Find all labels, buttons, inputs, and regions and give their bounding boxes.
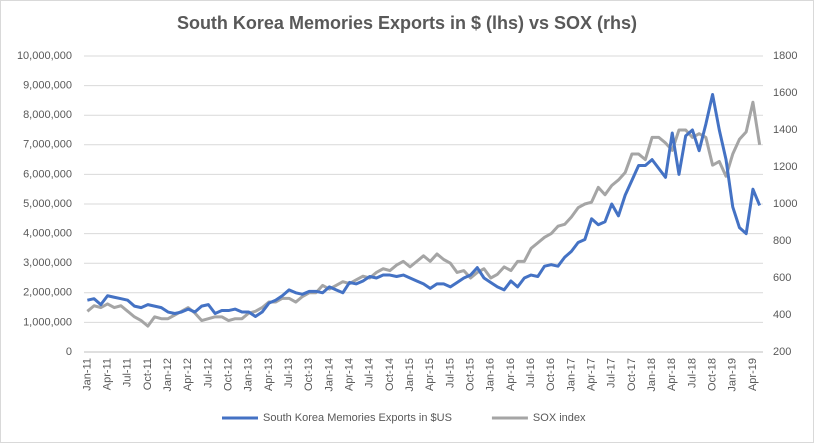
y2-tick-label: 800 (773, 235, 791, 247)
chart-title: South Korea Memories Exports in $ (lhs) … (177, 13, 637, 33)
x-tick-label: Jan-14 (323, 358, 335, 392)
x-tick-label: Jul-11 (122, 358, 134, 387)
x-tick-label: Apr-19 (747, 358, 759, 391)
y2-tick-label: 1600 (773, 87, 797, 99)
x-tick-label: Oct-11 (142, 358, 154, 390)
legend-label: South Korea Memories Exports in $US (263, 412, 452, 424)
x-tick-label: Oct-15 (464, 358, 476, 391)
x-tick-label: Oct-16 (545, 358, 557, 391)
x-tick-label: Oct-18 (706, 358, 718, 391)
x-tick-label: Jul-17 (606, 358, 618, 388)
x-tick-label: Jan-18 (646, 358, 658, 392)
y2-tick-label: 1200 (773, 161, 797, 173)
x-tick-label: Jul-14 (364, 358, 376, 388)
x-tick-label: Oct-12 (222, 358, 234, 391)
y-tick-label: 10,000,000 (17, 50, 72, 62)
y2-tick-label: 1400 (773, 124, 797, 136)
x-tick-label: Jan-12 (162, 358, 174, 392)
y-tick-label: 5,000,000 (23, 198, 72, 210)
x-tick-label: Apr-12 (182, 358, 194, 391)
x-tick-label: Apr-16 (505, 358, 517, 391)
x-tick-label: Apr-15 (424, 358, 436, 391)
legend-label: SOX index (533, 412, 586, 424)
series-line (87, 92, 762, 318)
x-tick-label: Jul-16 (525, 358, 537, 388)
y-tick-label: 0 (66, 346, 72, 358)
y2-tick-label: 400 (773, 309, 791, 321)
y-tick-label: 7,000,000 (23, 139, 72, 151)
y-tick-label: 3,000,000 (23, 257, 72, 269)
x-tick-label: Apr-18 (666, 358, 678, 391)
x-tick-label: Apr-14 (343, 358, 355, 391)
x-tick-label: Jan-19 (727, 358, 739, 392)
x-tick-label: Oct-14 (384, 358, 396, 391)
x-tick-label: Jan-11 (81, 358, 93, 391)
x-tick-label: Jul-13 (283, 358, 295, 388)
x-tick-label: Jan-17 (565, 358, 577, 392)
x-tick-label: Oct-13 (303, 358, 315, 391)
x-tick-label: Jan-13 (243, 358, 255, 392)
y-tick-label: 6,000,000 (23, 168, 72, 180)
y-tick-label: 4,000,000 (23, 228, 72, 240)
x-tick-label: Jul-12 (202, 358, 214, 388)
series-line (86, 100, 762, 328)
x-tick-label: Apr-13 (263, 358, 275, 391)
x-tick-label: Jan-16 (485, 358, 497, 392)
y2-tick-label: 200 (773, 346, 791, 358)
x-tick-label: Apr-17 (585, 358, 597, 391)
x-tick-label: Jul-15 (444, 358, 456, 388)
y-tick-label: 2,000,000 (23, 287, 72, 299)
y-tick-label: 8,000,000 (23, 109, 72, 121)
x-tick-label: Apr-11 (101, 358, 113, 390)
x-tick-label: Oct-17 (626, 358, 638, 391)
x-tick-label: Jul-18 (686, 358, 698, 388)
y-tick-label: 9,000,000 (23, 80, 72, 92)
y2-tick-label: 1000 (773, 198, 797, 210)
y2-tick-label: 600 (773, 272, 791, 284)
y2-tick-label: 1800 (773, 50, 797, 62)
x-tick-label: Jan-15 (404, 358, 416, 392)
y-tick-label: 1,000,000 (23, 316, 72, 328)
